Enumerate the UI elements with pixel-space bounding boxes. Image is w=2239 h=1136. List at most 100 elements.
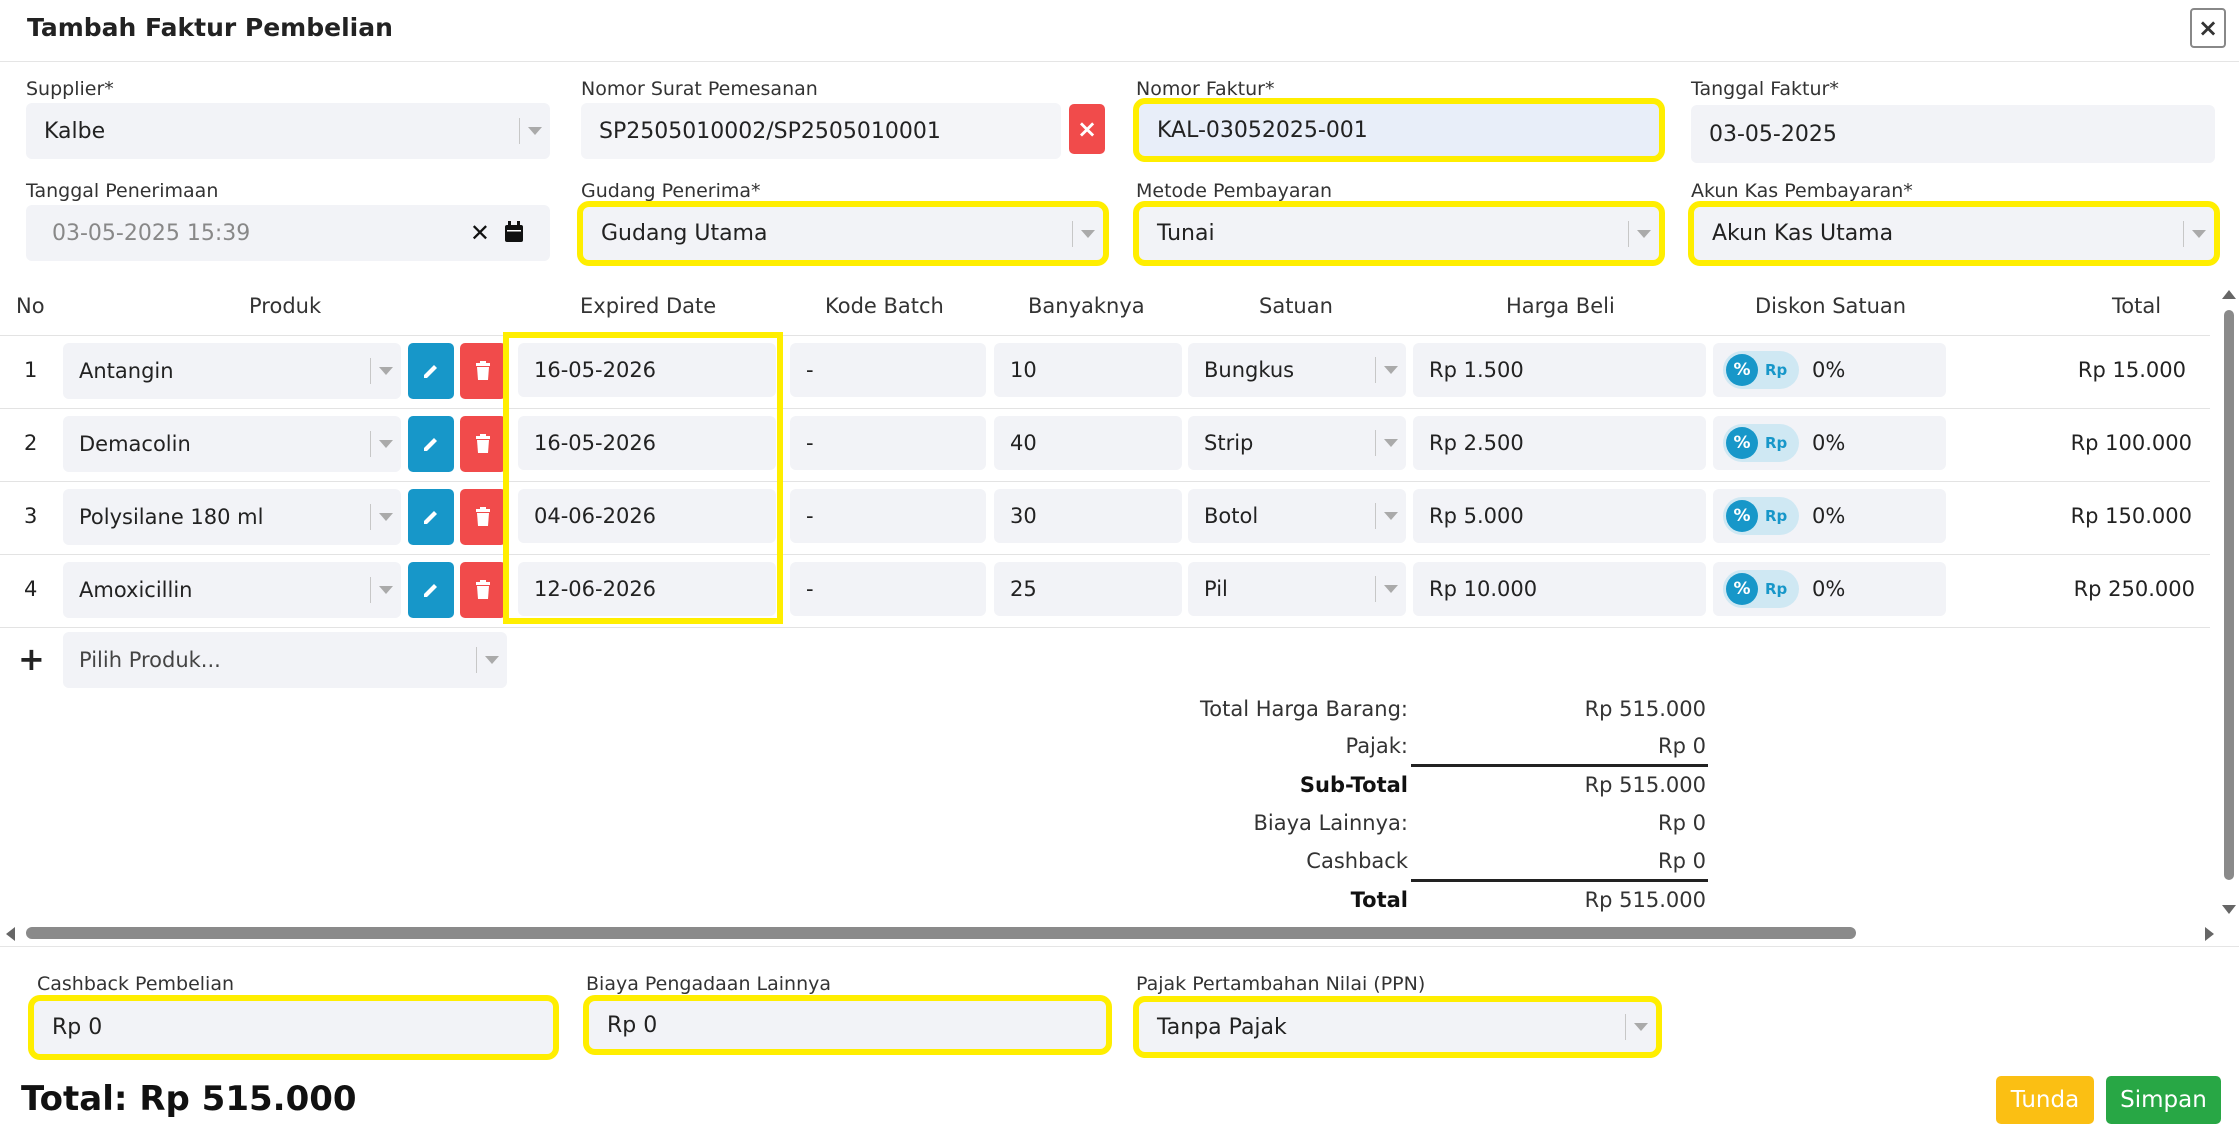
diskon-value: 0% [1812,577,1846,601]
expired-input[interactable]: 16-05-2026 [518,343,776,397]
expired-input[interactable]: 16-05-2026 [518,416,776,470]
harga-input[interactable]: Rp 1.500 [1413,343,1706,397]
metode-value: Tunai [1157,221,1215,246]
product-select[interactable]: Amoxicillin [63,562,401,618]
batch-input[interactable]: - [790,416,986,470]
chevron-down-icon [1375,430,1398,456]
add-product-select[interactable]: Pilih Produk... [63,632,507,688]
expired-input[interactable]: 04-06-2026 [518,489,776,543]
clear-date-icon[interactable]: ✕ [469,219,490,247]
diskon-input[interactable]: % Rp 0% [1713,343,1946,397]
row-number: 3 [24,504,38,528]
calendar-icon[interactable] [504,221,524,243]
dialog-title: Tambah Faktur Pembelian [27,13,393,42]
harga-input[interactable]: Rp 10.000 [1413,562,1706,616]
edit-button[interactable] [408,562,454,618]
expired-value: 12-06-2026 [534,577,657,601]
product-select[interactable]: Demacolin [63,416,401,472]
chevron-down-icon [476,647,499,673]
batch-input[interactable]: - [790,343,986,397]
tanggal-faktur-value: 03-05-2025 [1709,121,1837,147]
biaya-lainnya-label: Biaya Lainnya: [1253,811,1408,835]
scroll-right-icon[interactable] [2205,927,2214,941]
batch-value: - [806,431,814,455]
harga-input[interactable]: Rp 2.500 [1413,416,1706,470]
satuan-select[interactable]: Bungkus [1188,343,1406,397]
percent-icon: % [1726,573,1758,605]
nomor-sp-field[interactable]: SP2505010002/SP2505010001 [581,103,1061,159]
nomor-faktur-input[interactable]: KAL-03052025-001 [1133,98,1665,162]
edit-button[interactable] [408,489,454,545]
add-icon[interactable]: + [18,640,45,678]
scroll-left-icon[interactable] [6,927,15,941]
delete-button[interactable] [460,343,506,399]
scroll-up-icon[interactable] [2222,290,2236,299]
chevron-down-icon [1375,357,1398,383]
trash-icon [476,361,490,380]
delete-button[interactable] [460,416,506,472]
trash-icon [476,580,490,599]
qty-input[interactable]: 30 [994,489,1182,543]
discount-type-toggle[interactable]: % Rp [1723,570,1799,608]
rupiah-label: Rp [1765,580,1788,598]
ppn-select[interactable]: Tanpa Pajak [1133,996,1662,1058]
tanggal-faktur-input[interactable]: 03-05-2025 [1691,105,2215,163]
gudang-select[interactable]: Gudang Utama [577,201,1109,266]
gudang-value: Gudang Utama [601,221,768,246]
pencil-icon [424,511,437,524]
tanggal-penerimaan-input[interactable]: 03-05-2025 15:39 ✕ [26,205,550,261]
chevron-down-icon [370,577,393,603]
header-no: No [16,294,45,318]
diskon-input[interactable]: % Rp 0% [1713,489,1946,543]
harga-input[interactable]: Rp 5.000 [1413,489,1706,543]
nomor-sp-value: SP2505010002/SP2505010001 [599,118,941,144]
diskon-input[interactable]: % Rp 0% [1713,416,1946,470]
tunda-button[interactable]: Tunda [1996,1076,2094,1124]
product-select[interactable]: Antangin [63,343,401,399]
cashback-pembelian-input[interactable]: Rp 0 [28,995,559,1060]
supplier-select[interactable]: Kalbe [26,103,550,159]
biaya-pengadaan-input[interactable]: Rp 0 [583,995,1112,1055]
batch-input[interactable]: - [790,489,986,543]
ppn-label: Pajak Pertambahan Nilai (PPN) [1136,973,1426,995]
horizontal-scrollbar[interactable] [26,927,1856,939]
metode-select[interactable]: Tunai [1133,201,1665,266]
qty-input[interactable]: 40 [994,416,1182,470]
edit-button[interactable] [408,416,454,472]
satuan-select[interactable]: Strip [1188,416,1406,470]
discount-type-toggle[interactable]: % Rp [1723,424,1799,462]
pajak-label: Pajak: [1345,734,1408,758]
discount-type-toggle[interactable]: % Rp [1723,497,1799,535]
row-number: 4 [24,577,38,601]
delete-button[interactable] [460,489,506,545]
qty-input[interactable]: 10 [994,343,1182,397]
edit-button[interactable] [408,343,454,399]
qty-input[interactable]: 25 [994,562,1182,616]
delete-button[interactable] [460,562,506,618]
satuan-value: Botol [1204,504,1259,528]
diskon-value: 0% [1812,504,1846,528]
batch-input[interactable]: - [790,562,986,616]
product-value: Amoxicillin [79,578,193,602]
expired-input[interactable]: 12-06-2026 [518,562,776,616]
close-button[interactable]: × [2190,8,2226,48]
harga-value: Rp 10.000 [1429,577,1538,601]
diskon-input[interactable]: % Rp 0% [1713,562,1946,616]
clear-sp-button[interactable]: × [1069,104,1105,154]
header-batch: Kode Batch [825,294,944,318]
row-divider [0,627,2210,628]
pencil-icon [424,584,437,597]
add-product-placeholder: Pilih Produk... [79,648,221,672]
vertical-scrollbar[interactable] [2224,310,2234,880]
header-expired: Expired Date [580,294,717,318]
percent-icon: % [1726,427,1758,459]
discount-type-toggle[interactable]: % Rp [1723,351,1799,389]
akun-kas-select[interactable]: Akun Kas Utama [1688,201,2220,266]
satuan-select[interactable]: Botol [1188,489,1406,543]
row-total: Rp 15.000 [2077,358,2186,382]
satuan-select[interactable]: Pil [1188,562,1406,616]
header-harga: Harga Beli [1506,294,1615,318]
product-select[interactable]: Polysilane 180 ml [63,489,401,545]
simpan-button[interactable]: Simpan [2106,1076,2221,1124]
scroll-down-icon[interactable] [2222,905,2236,914]
